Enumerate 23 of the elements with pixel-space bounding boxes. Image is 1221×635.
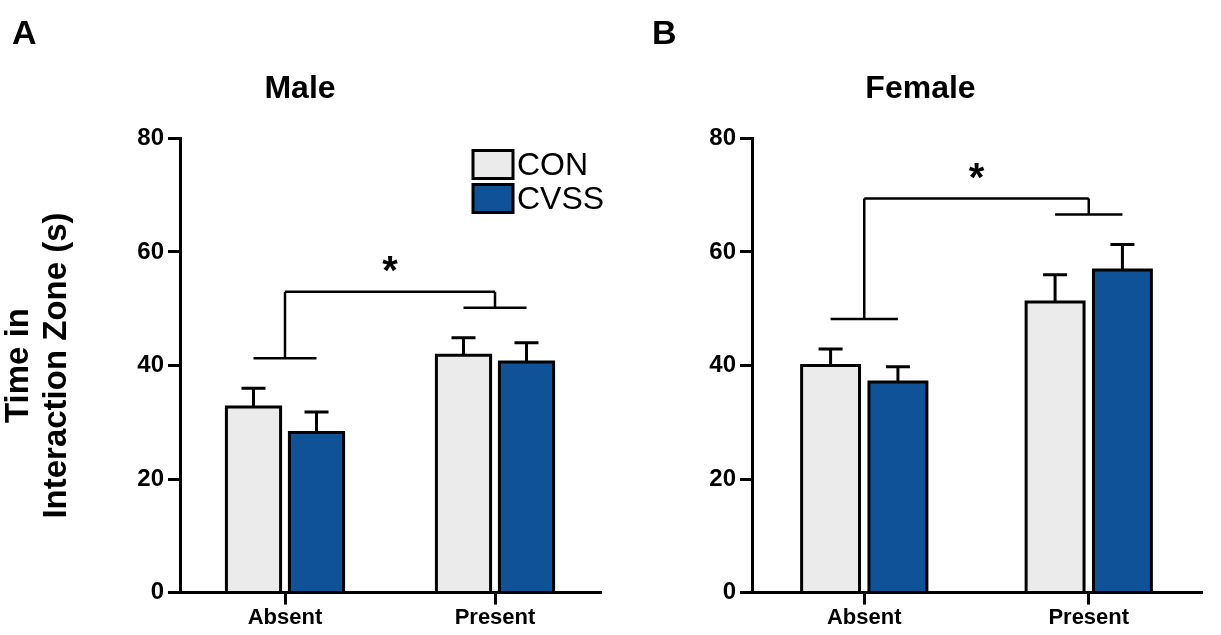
x-tick-label: Present	[454, 603, 537, 629]
y-tick-label: 0	[150, 577, 164, 605]
x-tick-label: Absent	[247, 603, 323, 629]
y-tick-label: 80	[137, 123, 164, 151]
x-tick-label: Present	[1048, 603, 1130, 629]
annotation: *	[382, 247, 399, 292]
y-tick-label: 80	[709, 123, 736, 151]
legend-label: CON	[517, 146, 589, 183]
y-tick-label: 20	[709, 463, 736, 491]
x-tick-label: Absent	[826, 603, 903, 629]
chart-title: Male	[264, 69, 336, 106]
y-tick-label: 40	[137, 350, 164, 378]
y-tick-label: 0	[722, 577, 736, 605]
legend-label: CVSS	[517, 180, 605, 217]
annotation: *	[968, 154, 985, 199]
y-tick-label: 60	[709, 236, 736, 264]
y-tick-label: 40	[709, 350, 736, 378]
chart-title: Female	[865, 69, 976, 106]
text: A	[12, 13, 37, 52]
y-axis-title: Time in Interaction Zone (s)	[0, 212, 74, 519]
text: B	[652, 13, 677, 52]
y-tick-label: 20	[137, 463, 164, 491]
y-tick-label: 60	[137, 236, 164, 264]
